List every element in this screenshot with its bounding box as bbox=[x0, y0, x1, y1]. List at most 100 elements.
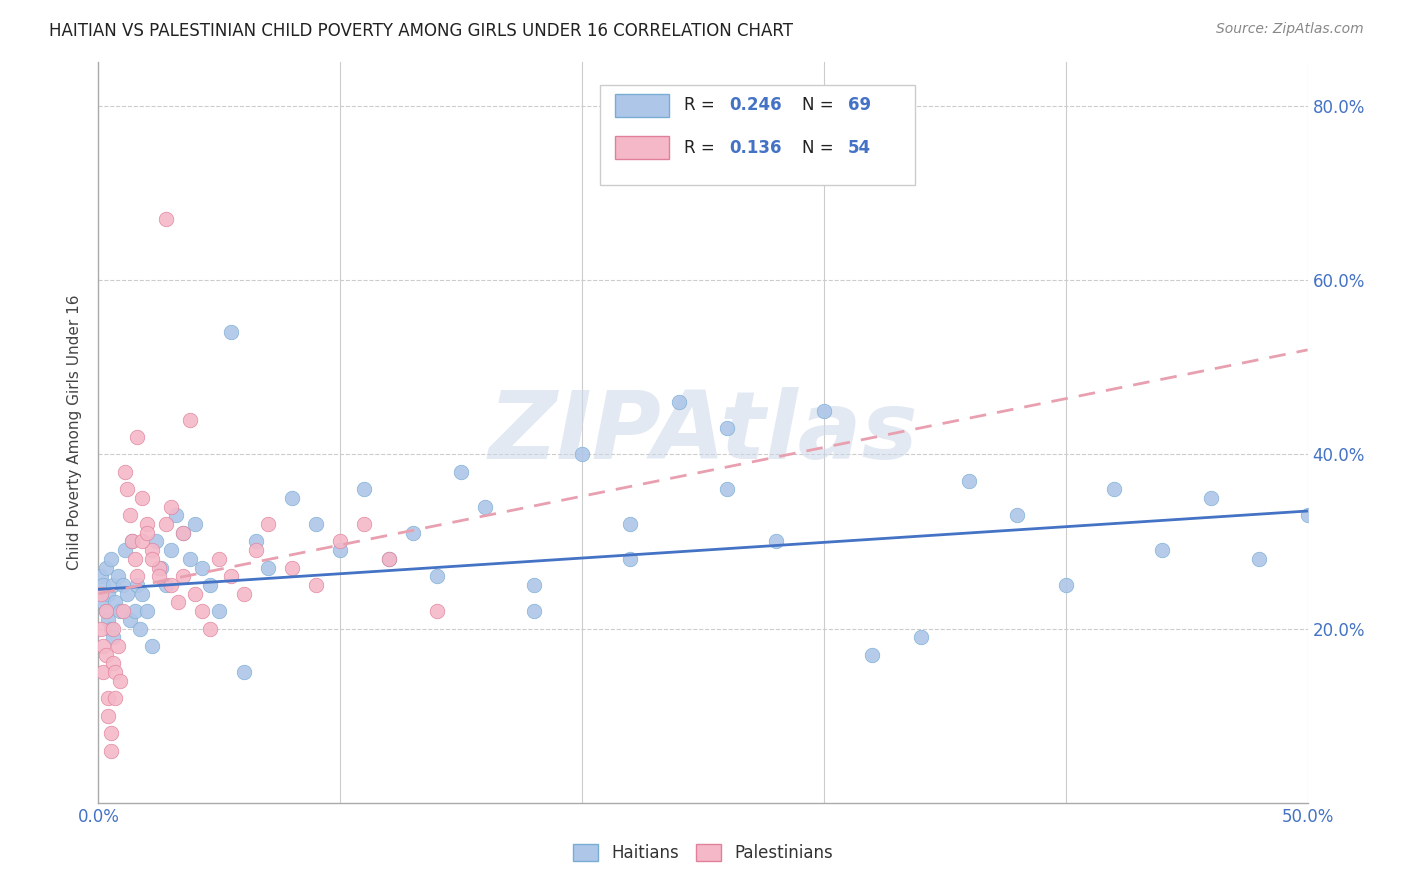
FancyBboxPatch shape bbox=[614, 136, 669, 160]
Point bbox=[108, 604, 131, 618]
Point bbox=[198, 578, 221, 592]
Text: N =: N = bbox=[803, 138, 839, 157]
Point bbox=[172, 569, 194, 583]
Point bbox=[619, 552, 641, 566]
Point bbox=[377, 552, 399, 566]
Point bbox=[329, 534, 352, 549]
Point bbox=[523, 604, 546, 618]
Point bbox=[114, 543, 136, 558]
Point bbox=[910, 630, 932, 644]
Point bbox=[101, 630, 124, 644]
Point bbox=[329, 543, 352, 558]
Point bbox=[1007, 508, 1029, 523]
Point bbox=[377, 552, 399, 566]
Point bbox=[571, 447, 593, 461]
Point bbox=[100, 726, 122, 740]
Point bbox=[165, 508, 187, 523]
Point bbox=[91, 578, 114, 592]
Point bbox=[668, 395, 690, 409]
Point bbox=[107, 639, 129, 653]
Point bbox=[402, 525, 425, 540]
Point bbox=[135, 525, 157, 540]
Point bbox=[94, 560, 117, 574]
Point bbox=[155, 578, 177, 592]
Point bbox=[245, 543, 267, 558]
Point bbox=[108, 673, 131, 688]
Point bbox=[172, 525, 194, 540]
Point bbox=[426, 604, 449, 618]
Point bbox=[716, 421, 738, 435]
Point bbox=[232, 587, 254, 601]
Point bbox=[90, 587, 112, 601]
Point bbox=[91, 595, 114, 609]
Point bbox=[101, 578, 124, 592]
Point bbox=[523, 578, 546, 592]
Point bbox=[1054, 578, 1077, 592]
Point bbox=[716, 482, 738, 496]
Point bbox=[305, 578, 328, 592]
Point bbox=[426, 569, 449, 583]
Point bbox=[131, 587, 153, 601]
Point bbox=[141, 639, 163, 653]
Point bbox=[305, 517, 328, 532]
Point bbox=[1152, 543, 1174, 558]
Point bbox=[179, 552, 201, 566]
Point bbox=[100, 622, 122, 636]
Point bbox=[101, 622, 124, 636]
Point bbox=[1102, 482, 1125, 496]
Point bbox=[101, 657, 124, 671]
Point bbox=[256, 560, 278, 574]
Point bbox=[141, 552, 163, 566]
Point bbox=[97, 613, 120, 627]
Point bbox=[111, 604, 134, 618]
Point bbox=[1249, 552, 1271, 566]
FancyBboxPatch shape bbox=[600, 85, 915, 185]
Point bbox=[765, 534, 787, 549]
Point bbox=[111, 578, 134, 592]
Point bbox=[118, 508, 141, 523]
Point bbox=[97, 691, 120, 706]
Text: 54: 54 bbox=[848, 138, 872, 157]
Point bbox=[208, 552, 231, 566]
Point bbox=[957, 474, 980, 488]
Point bbox=[131, 491, 153, 505]
Point bbox=[104, 691, 127, 706]
Point bbox=[256, 517, 278, 532]
Point bbox=[1199, 491, 1222, 505]
Point bbox=[91, 665, 114, 680]
Point bbox=[127, 569, 149, 583]
Point bbox=[155, 517, 177, 532]
Text: HAITIAN VS PALESTINIAN CHILD POVERTY AMONG GIRLS UNDER 16 CORRELATION CHART: HAITIAN VS PALESTINIAN CHILD POVERTY AMO… bbox=[49, 22, 793, 40]
Point bbox=[104, 595, 127, 609]
Point bbox=[148, 569, 170, 583]
Point bbox=[191, 604, 214, 618]
Point bbox=[127, 430, 149, 444]
Point bbox=[813, 404, 835, 418]
Point bbox=[619, 517, 641, 532]
Point bbox=[474, 500, 496, 514]
Point bbox=[184, 517, 207, 532]
Point bbox=[221, 569, 243, 583]
Point bbox=[121, 534, 143, 549]
Point bbox=[118, 613, 141, 627]
Point bbox=[104, 665, 127, 680]
Point bbox=[128, 622, 150, 636]
Point bbox=[100, 552, 122, 566]
Point bbox=[184, 587, 207, 601]
Point bbox=[114, 465, 136, 479]
Point bbox=[135, 517, 157, 532]
Point bbox=[353, 517, 375, 532]
Point bbox=[208, 604, 231, 618]
Text: 69: 69 bbox=[848, 96, 872, 114]
Point bbox=[117, 587, 139, 601]
Point bbox=[150, 560, 173, 574]
Point bbox=[135, 604, 157, 618]
Point bbox=[94, 604, 117, 618]
Point bbox=[167, 595, 190, 609]
Point bbox=[127, 578, 149, 592]
Point bbox=[148, 560, 170, 574]
Text: Source: ZipAtlas.com: Source: ZipAtlas.com bbox=[1216, 22, 1364, 37]
Point bbox=[107, 569, 129, 583]
Point bbox=[100, 743, 122, 757]
Text: 0.246: 0.246 bbox=[730, 96, 782, 114]
